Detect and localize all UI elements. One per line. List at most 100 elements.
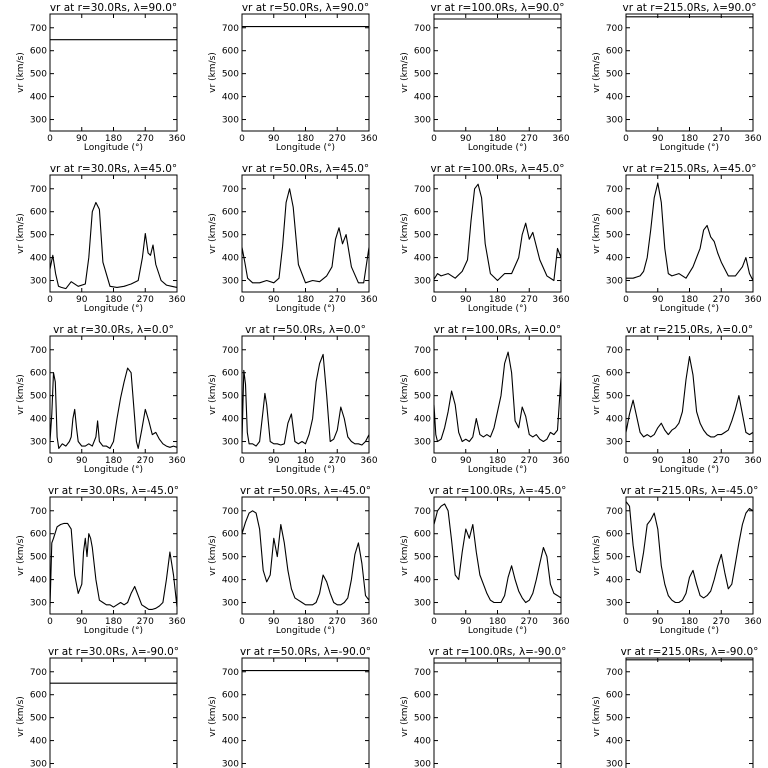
x-tick-label: 360 (168, 617, 185, 627)
x-tick-label: 90 (268, 456, 280, 466)
x-axis-label: Longitude (°) (468, 465, 527, 475)
y-tick-label: 600 (30, 691, 47, 701)
plot-frame (241, 335, 370, 454)
y-tick-label: 500 (222, 392, 239, 402)
x-axis-label: Longitude (°) (468, 304, 527, 314)
y-tick-label: 500 (414, 70, 431, 80)
panel-title: vr at r=215.0Rs, λ=-45.0° (621, 485, 759, 497)
panel: vr at r=215.0Rs, λ=90.0° 0 90 180 270 360 300 4… (592, 2, 762, 153)
y-tick-label: 700 (606, 507, 623, 517)
y-tick-label: 700 (606, 24, 623, 34)
y-tick-label: 500 (222, 231, 239, 241)
y-tick-label: 500 (606, 392, 623, 402)
x-tick-label: 360 (360, 295, 377, 305)
y-tick-label: 600 (414, 530, 431, 540)
y-tick-label: 300 (222, 760, 239, 768)
y-tick-label: 500 (30, 392, 47, 402)
y-tick-label: 400 (30, 415, 47, 425)
y-tick-label: 600 (30, 530, 47, 540)
panel-title: vr at r=30.0Rs, λ=90.0° (50, 2, 177, 14)
x-tick-label: 270 (137, 617, 154, 627)
y-tick-label: 400 (30, 576, 47, 586)
x-tick-label: 180 (105, 134, 122, 144)
panel: vr at r=50.0Rs, λ=-45.0° 0 90 180 270 360 300 4… (208, 485, 378, 636)
y-axis-label: vr (km/s) (400, 374, 410, 415)
y-tick-label: 600 (414, 208, 431, 218)
series-line (433, 183, 562, 282)
panel: vr at r=100.0Rs, λ=45.0° 0 90 180 270 360 300 4… (400, 163, 570, 314)
y-tick-label: 400 (414, 93, 431, 103)
panel-title: vr at r=30.0Rs, λ=0.0° (53, 324, 174, 336)
y-tick-label: 500 (606, 714, 623, 724)
plot-frame (49, 496, 178, 615)
y-axis-label: vr (km/s) (592, 696, 602, 737)
y-tick-label: 400 (222, 254, 239, 264)
y-tick-label: 700 (222, 346, 239, 356)
x-tick-label: 180 (489, 456, 506, 466)
x-tick-label: 90 (268, 134, 280, 144)
x-tick-label: 90 (76, 295, 88, 305)
x-tick-label: 360 (744, 295, 761, 305)
y-tick-label: 300 (606, 599, 623, 609)
y-tick-label: 300 (414, 277, 431, 287)
panel: vr at r=215.0Rs, λ=45.0° 0 90 180 270 360 300 4… (592, 163, 762, 314)
x-tick-label: 90 (268, 617, 280, 627)
x-axis-label: Longitude (°) (660, 143, 719, 153)
series-line (241, 353, 370, 447)
y-tick-label: 300 (606, 116, 623, 126)
plot-frame (433, 657, 562, 768)
y-tick-label: 300 (30, 599, 47, 609)
x-tick-label: 180 (681, 456, 698, 466)
panel: vr at r=50.0Rs, λ=90.0° 0 90 180 270 360 300 40… (208, 2, 378, 153)
x-axis-label: Longitude (°) (84, 626, 143, 636)
y-axis-label: vr (km/s) (16, 535, 26, 576)
x-tick-label: 270 (713, 617, 730, 627)
y-axis-label: vr (km/s) (592, 374, 602, 415)
panel: vr at r=30.0Rs, λ=0.0° 0 90 180 270 360 300 400… (16, 324, 186, 475)
panel: vr at r=50.0Rs, λ=-90.0°0901802703603004… (208, 646, 371, 768)
panel-title: vr at r=100.0Rs, λ=-45.0° (429, 485, 567, 497)
x-tick-label: 90 (652, 295, 664, 305)
y-tick-label: 300 (606, 438, 623, 448)
y-tick-label: 400 (606, 93, 623, 103)
y-tick-label: 600 (222, 208, 239, 218)
y-tick-label: 500 (414, 553, 431, 563)
y-tick-label: 500 (222, 553, 239, 563)
x-tick-label: 270 (137, 456, 154, 466)
x-tick-label: 90 (76, 617, 88, 627)
y-tick-label: 400 (606, 737, 623, 747)
y-tick-label: 600 (222, 369, 239, 379)
x-tick-label: 0 (431, 134, 437, 144)
y-axis-label: vr (km/s) (16, 696, 26, 737)
x-tick-label: 180 (297, 617, 314, 627)
y-axis-label: vr (km/s) (592, 213, 602, 254)
series-line (626, 182, 754, 281)
y-tick-label: 400 (222, 93, 239, 103)
y-tick-label: 600 (606, 369, 623, 379)
x-tick-label: 180 (297, 295, 314, 305)
x-axis-label: Longitude (°) (468, 626, 527, 636)
y-tick-label: 300 (30, 760, 47, 768)
panel: vr at r=50.0Rs, λ=0.0° 0 90 180 270 360 300 400… (208, 324, 378, 475)
y-tick-label: 400 (414, 576, 431, 586)
x-axis-label: Longitude (°) (660, 626, 719, 636)
x-tick-label: 360 (552, 295, 569, 305)
plot-frame (433, 13, 562, 132)
y-tick-label: 400 (30, 254, 47, 264)
y-tick-label: 400 (222, 737, 239, 747)
x-tick-label: 360 (744, 134, 761, 144)
y-tick-label: 400 (606, 576, 623, 586)
x-tick-label: 0 (431, 617, 437, 627)
x-axis-label: Longitude (°) (84, 465, 143, 475)
y-tick-label: 400 (222, 415, 239, 425)
plot-frame (241, 496, 370, 615)
y-tick-label: 700 (30, 507, 47, 517)
plot-frame (241, 657, 370, 768)
y-tick-label: 500 (414, 714, 431, 724)
series-line (49, 201, 178, 290)
x-axis-label: Longitude (°) (276, 143, 335, 153)
y-tick-label: 600 (222, 530, 239, 540)
panel-title: vr at r=30.0Rs, λ=-90.0° (48, 646, 179, 658)
panel: vr at r=30.0Rs, λ=45.0° 0 90 180 270 360 300 40… (16, 163, 186, 314)
panel-title: vr at r=30.0Rs, λ=-45.0° (48, 485, 179, 497)
